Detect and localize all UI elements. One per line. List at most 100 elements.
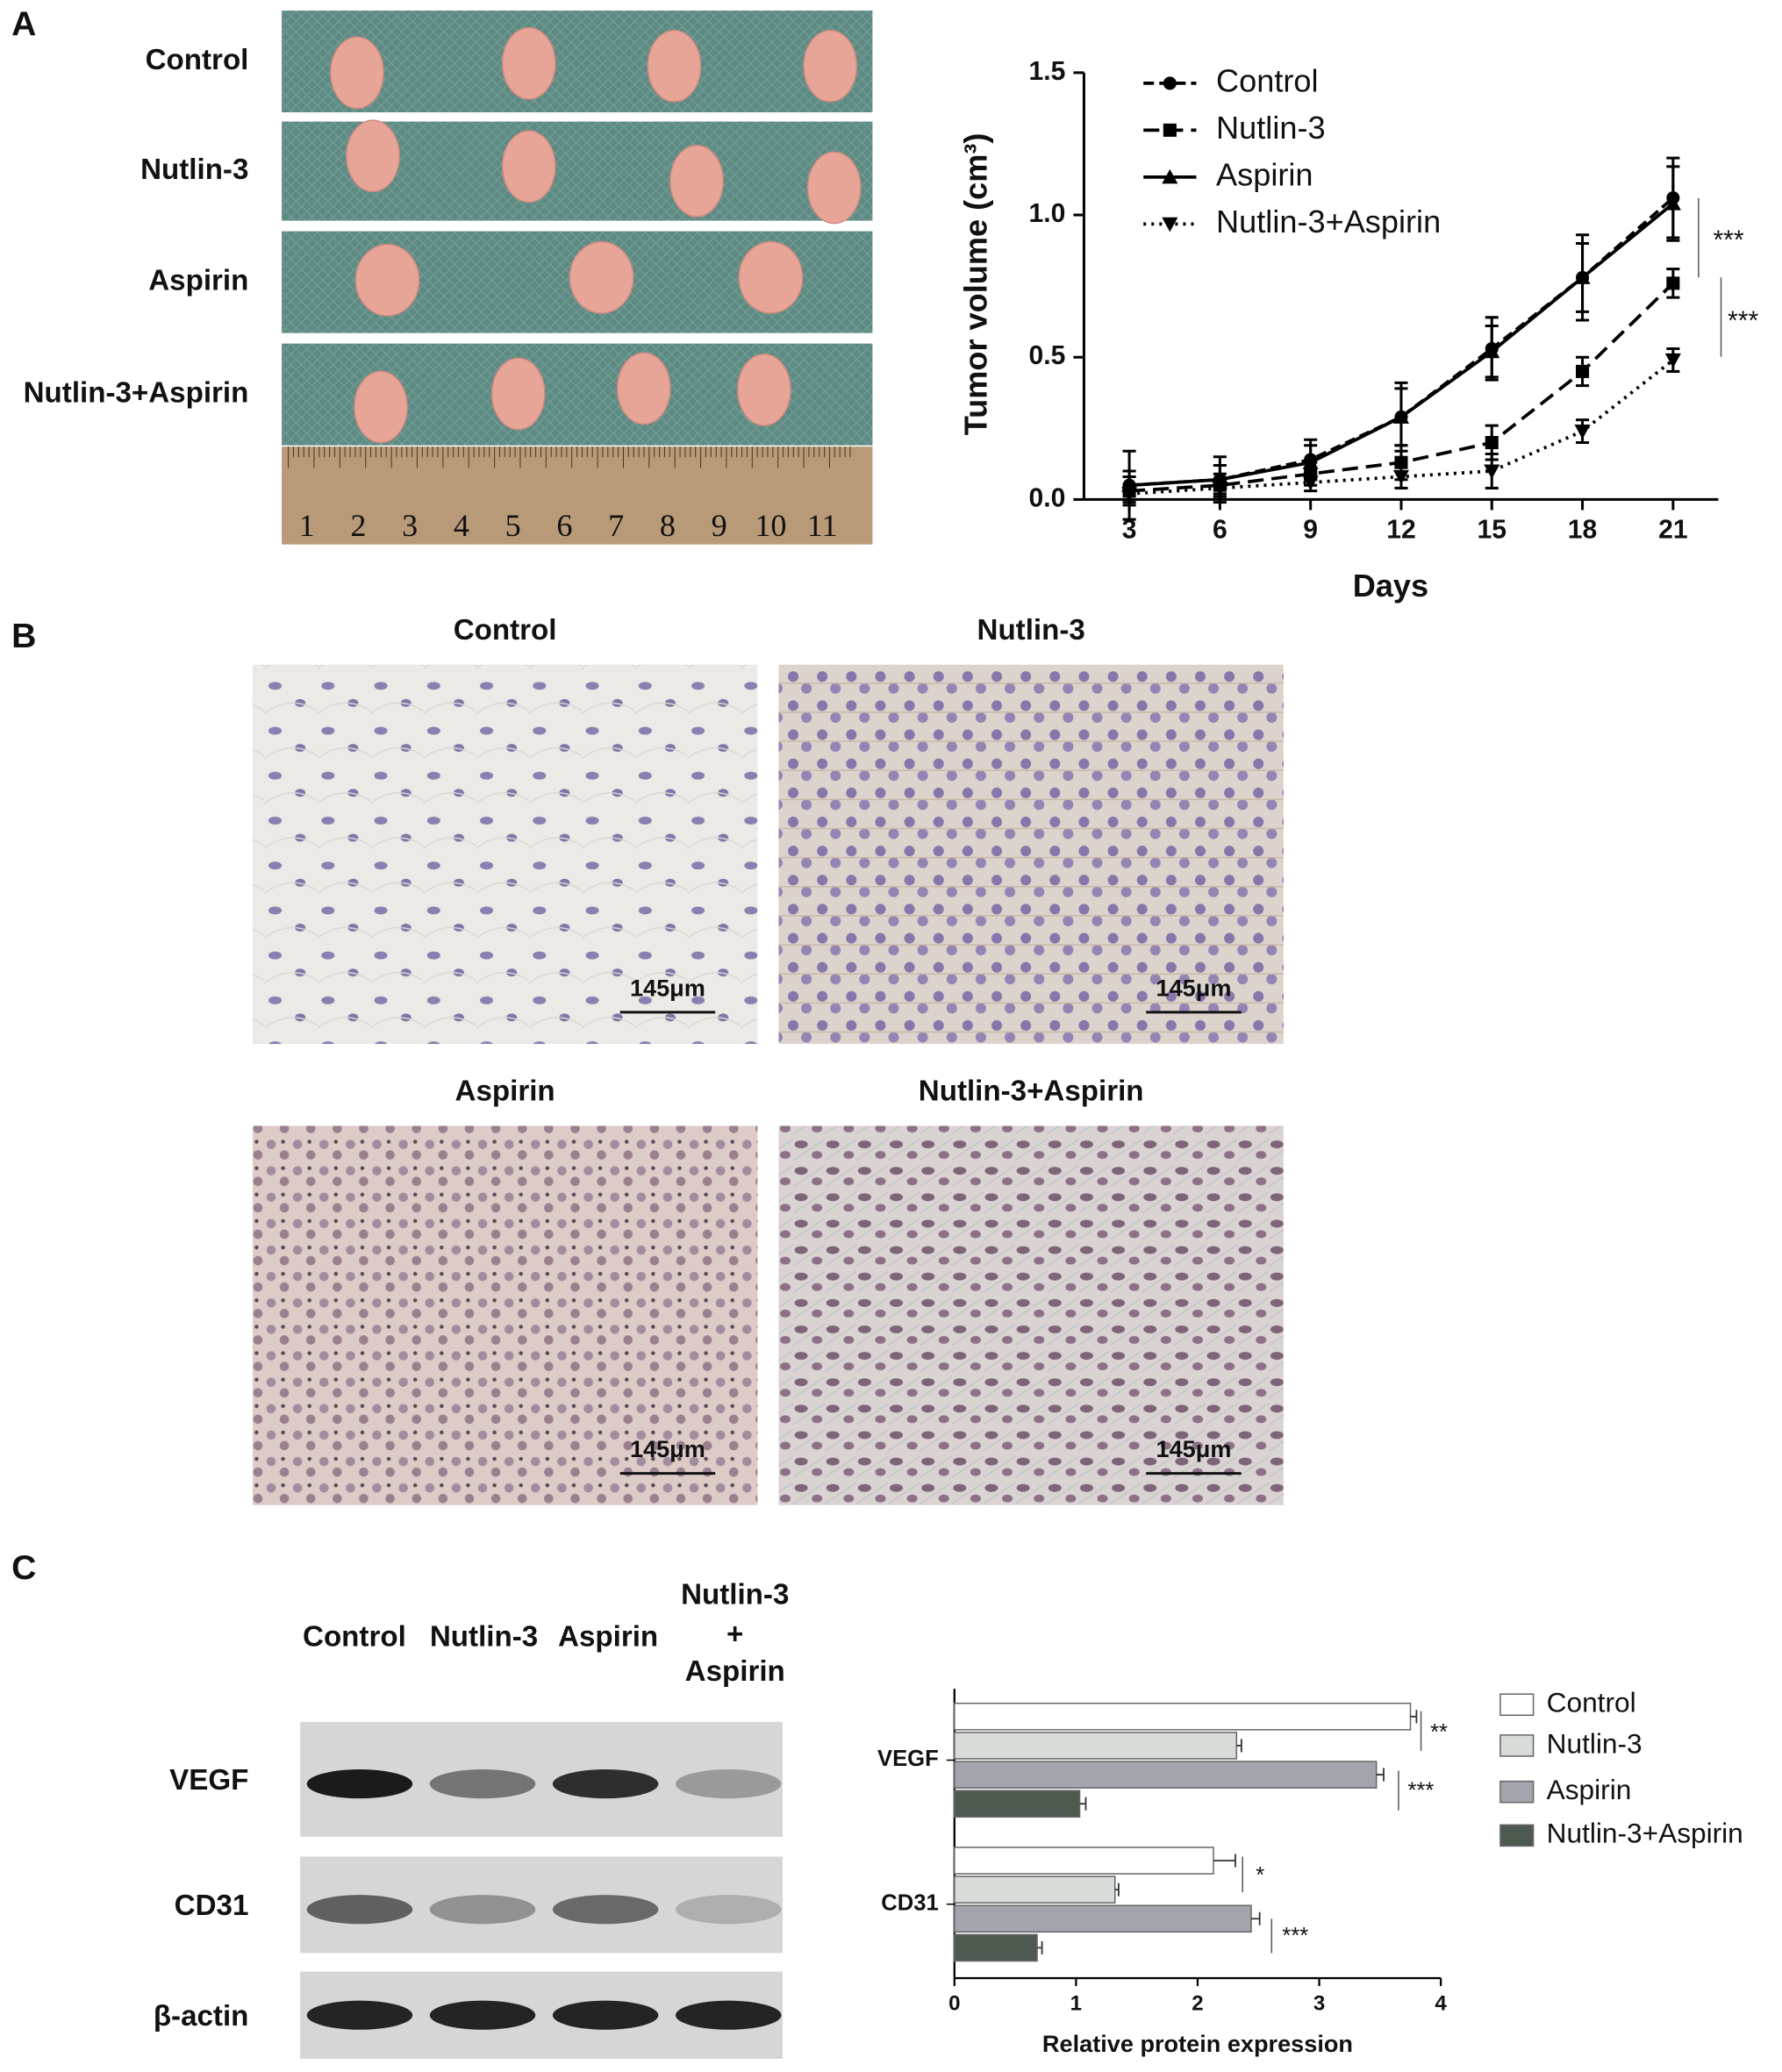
legend-swatch	[1499, 1734, 1535, 1757]
error-bar	[1037, 1940, 1043, 1954]
lane-label: Control	[303, 1621, 406, 1654]
band	[429, 1769, 536, 1799]
photo-label: Control	[146, 44, 249, 76]
tumor	[806, 151, 862, 225]
legend-label: Nutlin-3+Aspirin	[1547, 1818, 1743, 1849]
x-tick-label: 12	[1386, 516, 1415, 545]
tumor	[803, 29, 858, 103]
lane-label: Nutlin-3	[430, 1621, 538, 1654]
error-bar	[1079, 1797, 1087, 1811]
annotation: **	[1430, 1720, 1448, 1745]
bar	[954, 1761, 1378, 1789]
y-tick-label: 0.0	[1028, 483, 1065, 512]
tumor	[501, 26, 556, 100]
tumor	[354, 370, 408, 444]
band	[306, 2000, 413, 2030]
tumor	[569, 240, 634, 314]
ruler-label: 2	[350, 508, 366, 543]
marker	[1666, 276, 1680, 290]
y-tick-label: 1.0	[1028, 199, 1065, 228]
panel-label: A	[11, 5, 36, 43]
tumor	[616, 352, 671, 425]
bar	[954, 1847, 1214, 1875]
ruler-label: 5	[505, 508, 521, 543]
y-tick-label: VEGF	[877, 1747, 939, 1771]
x-axis-title: Relative protein expression	[1042, 2030, 1353, 2057]
marker	[1392, 469, 1409, 485]
x-tick-label: 21	[1658, 516, 1687, 545]
x-tick-label: 6	[1213, 516, 1227, 545]
marker	[1574, 269, 1591, 284]
tumor	[647, 29, 702, 103]
tumor	[737, 353, 791, 426]
ihc-title: Control	[454, 614, 557, 647]
x-tick-label: 9	[1303, 516, 1318, 545]
annotation: ***	[1282, 1924, 1308, 1948]
legend-swatch	[1499, 1824, 1535, 1847]
error-bar	[1410, 1710, 1418, 1724]
band	[552, 1769, 659, 1799]
band	[675, 1769, 782, 1799]
ruler-label: 7	[608, 508, 624, 543]
x-tick-label: 18	[1568, 516, 1597, 545]
ruler-label: 8	[660, 508, 676, 543]
error-bar	[1376, 1768, 1385, 1782]
legend-marker	[1163, 123, 1177, 137]
band	[429, 2000, 536, 2030]
tumor	[738, 240, 804, 314]
y-tick-label: 0.5	[1028, 341, 1065, 370]
marker	[1212, 481, 1228, 497]
x-tick-label: 0	[948, 1992, 960, 2016]
blot-label: VEGF	[169, 1764, 248, 1797]
panel-label: B	[11, 618, 36, 655]
legend-label: Aspirin	[1216, 156, 1313, 192]
bar	[954, 1876, 1116, 1904]
tumor	[354, 243, 420, 317]
ruler-label: 3	[402, 508, 418, 543]
error-bar	[1250, 1911, 1261, 1926]
lane-label: Aspirin	[685, 1655, 785, 1688]
ruler-label: 6	[556, 508, 572, 543]
ruler-label: 9	[712, 508, 727, 543]
blot-label: CD31	[175, 1890, 249, 1922]
band	[552, 1895, 659, 1925]
annotation: ***	[1407, 1778, 1434, 1803]
error-bar	[1114, 1883, 1120, 1897]
legend-label: Nutlin-3	[1216, 110, 1326, 146]
annotation: ***	[1728, 307, 1758, 336]
bar	[954, 1904, 1252, 1933]
bar	[954, 1732, 1238, 1760]
band	[675, 1895, 782, 1925]
band	[675, 2000, 782, 2030]
band	[552, 2000, 659, 2030]
scale-label: 145μm	[630, 1435, 705, 1462]
legend-marker	[1162, 168, 1178, 184]
ihc-image	[778, 1125, 1284, 1505]
legend-label: Control	[1216, 62, 1319, 98]
legend-marker	[1162, 217, 1178, 232]
lane-label: +	[726, 1618, 743, 1651]
ruler-label: 10	[755, 508, 786, 543]
legend-label: Nutlin-3	[1547, 1727, 1642, 1759]
error-bar	[1213, 1854, 1236, 1868]
band	[306, 1769, 413, 1799]
ihc-image	[252, 664, 758, 1045]
x-tick-label: 3	[1313, 1992, 1325, 2016]
marker	[1664, 196, 1681, 211]
tumor	[490, 357, 546, 431]
marker	[1392, 409, 1409, 424]
marker	[1302, 475, 1319, 490]
x-axis-title: Days	[1353, 568, 1428, 604]
blot-label: β-actin	[154, 2000, 249, 2033]
tumor	[501, 130, 556, 204]
legend-label: Nutlin-3+Aspirin	[1216, 204, 1441, 239]
x-tick-label: 15	[1478, 516, 1506, 545]
ihc-title: Aspirin	[455, 1075, 555, 1108]
y-tick-label: CD31	[881, 1890, 938, 1915]
marker	[1302, 454, 1319, 469]
ihc-image	[252, 1125, 758, 1505]
legend-swatch	[1499, 1780, 1535, 1804]
band	[429, 1895, 536, 1925]
panel-label: C	[11, 1549, 36, 1587]
